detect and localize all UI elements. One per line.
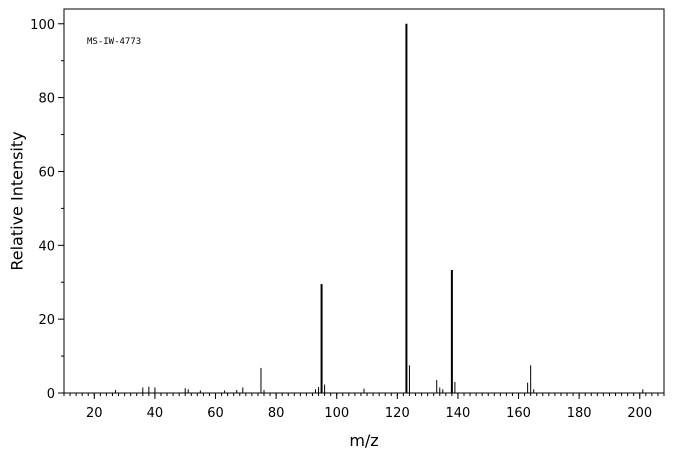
x-tick-label: 20	[86, 406, 103, 421]
x-axis-ticks: 20 40 60 80 100 120 140 160 180 200	[86, 393, 652, 421]
spectrum-id-annotation: MS-IW-4773	[87, 37, 141, 47]
x-tick-label: 80	[268, 406, 285, 421]
plot-frame	[63, 8, 665, 394]
y-tick-label: 40	[38, 239, 55, 254]
y-axis-ticks: 0 20 40 60 80 100	[30, 18, 64, 402]
x-tick-label: 120	[385, 406, 410, 421]
x-tick-label: 60	[207, 406, 224, 421]
y-tick-label: 80	[38, 92, 55, 107]
x-tick-label: 180	[567, 406, 592, 421]
x-tick-label: 140	[446, 406, 471, 421]
x-axis-label: m/z	[349, 431, 378, 450]
spectrum-peaks	[115, 23, 644, 393]
x-tick-label: 40	[147, 406, 164, 421]
x-tick-label: 160	[506, 406, 531, 421]
x-tick-label: 200	[627, 406, 652, 421]
x-tick-label: 100	[324, 406, 349, 421]
y-tick-label: 60	[38, 165, 55, 180]
y-tick-label: 100	[30, 18, 55, 33]
y-tick-label: 20	[38, 313, 55, 328]
y-tick-label: 0	[47, 387, 55, 402]
y-axis-label: Relative Intensity	[8, 131, 27, 270]
